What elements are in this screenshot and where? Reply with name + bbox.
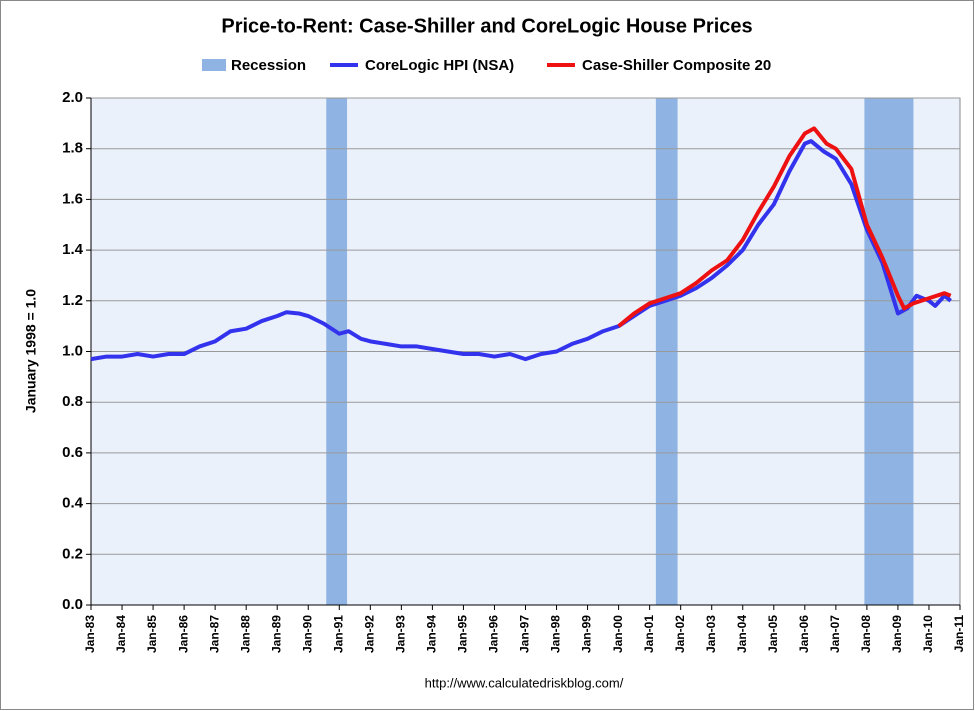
x-tick-label: Jan-97 [518, 615, 532, 653]
y-tick-label: 0.0 [62, 596, 83, 613]
y-tick-label: 2.0 [62, 89, 83, 106]
x-tick-label: Jan-98 [549, 615, 563, 653]
series-line [90, 139, 952, 362]
series-line [617, 126, 952, 328]
x-tick-label: Jan-93 [394, 615, 408, 653]
x-tick-label: Jan-03 [704, 615, 718, 653]
x-tick-label: Jan-96 [487, 615, 501, 653]
source: http://www.calculatedriskblog.com/ [425, 675, 624, 690]
y-tick-label: 1.4 [62, 241, 84, 258]
x-tick-label: Jan-01 [642, 615, 656, 653]
x-tick-label: Jan-05 [766, 615, 780, 653]
x-tick-label: Jan-08 [859, 615, 873, 653]
chart-title: Price-to-Rent: Case-Shiller and CoreLogi… [221, 15, 752, 37]
x-tick-label: Jan-86 [176, 615, 190, 653]
x-tick-label: Jan-09 [890, 615, 904, 653]
y-tick-label: 1.8 [62, 140, 83, 157]
x-tick-label: Jan-83 [83, 615, 97, 653]
x-tick-label: Jan-10 [921, 615, 935, 653]
legend-label: Case-Shiller Composite 20 [582, 57, 771, 74]
y-tick-label: 0.8 [62, 393, 83, 410]
x-tick-label: Jan-94 [425, 615, 439, 653]
x-tick-label: Jan-84 [114, 615, 128, 653]
legend-label: CoreLogic HPI (NSA) [365, 57, 514, 74]
x-tick-label: Jan-07 [828, 615, 842, 653]
x-tick-label: Jan-04 [735, 615, 749, 653]
y-tick-label: 0.4 [62, 495, 84, 512]
x-tick-label: Jan-00 [611, 615, 625, 653]
x-tick-label: Jan-02 [673, 615, 687, 653]
x-tick-label: Jan-06 [797, 615, 811, 653]
x-tick-label: Jan-95 [456, 615, 470, 653]
x-tick-label: Jan-99 [580, 615, 594, 653]
x-tick-label: Jan-91 [331, 615, 345, 653]
x-tick-label: Jan-11 [952, 615, 966, 653]
legend-swatch [202, 59, 226, 71]
x-tick-label: Jan-85 [145, 615, 159, 653]
y-axis-label: January 1998 = 1.0 [23, 289, 39, 413]
y-tick-label: 1.6 [62, 190, 83, 207]
y-tick-label: 0.2 [62, 545, 83, 562]
x-tick-label: Jan-89 [269, 615, 283, 653]
x-tick-label: Jan-87 [207, 615, 221, 653]
y-tick-label: 1.2 [62, 292, 83, 309]
y-tick-label: 0.6 [62, 444, 83, 461]
x-tick-label: Jan-92 [362, 615, 376, 653]
legend-label: Recession [231, 57, 306, 74]
x-tick-label: Jan-90 [300, 615, 314, 653]
x-tick-label: Jan-88 [238, 615, 252, 653]
y-tick-label: 1.0 [62, 342, 83, 359]
